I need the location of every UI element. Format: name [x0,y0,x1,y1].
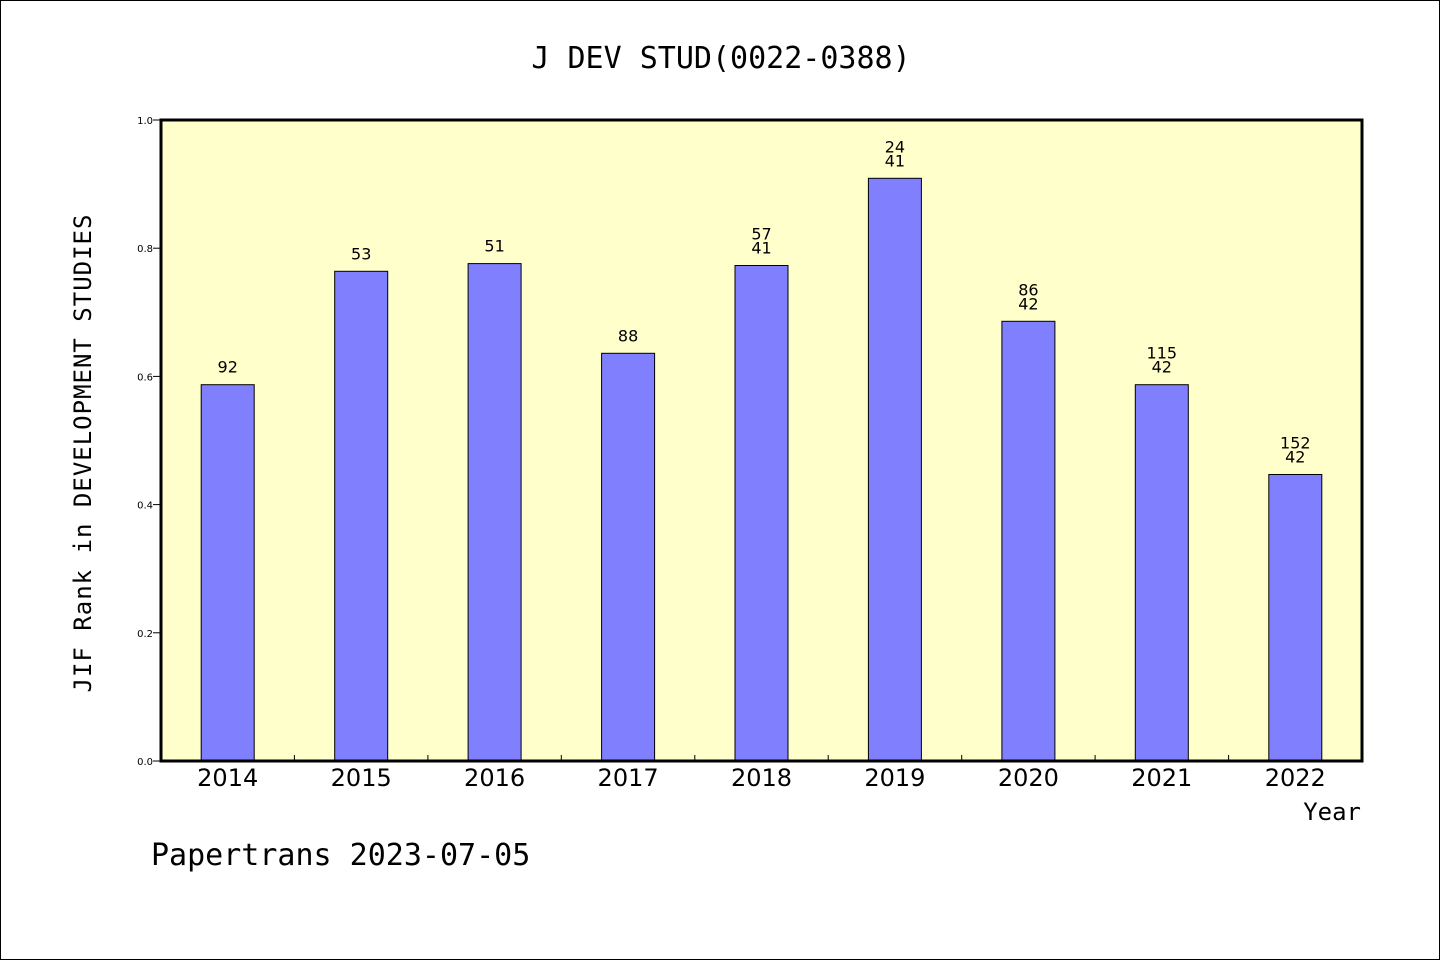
x-tick-label-2022: 2022 [1265,764,1326,792]
data-label-2016-1: 51 [484,237,504,256]
data-label-2018-1: 57 [751,225,771,244]
data-label-2022-1: 152 [1280,434,1311,453]
bar-2017 [601,352,656,762]
x-tick-label-2015: 2015 [331,764,392,792]
data-label-2019-2: 41 [885,151,905,170]
bar-2015 [334,270,389,762]
bar-2021 [1134,384,1189,762]
plot-border [159,118,1364,763]
y-tick-label-0.4: 0.4 [137,501,153,512]
bar-2022 [1268,474,1323,762]
data-label-2019-1: 24 [885,137,905,156]
x-tick-label-2017: 2017 [598,764,659,792]
data-label-2020-2: 42 [1018,294,1038,313]
x-tick-label-2021: 2021 [1131,764,1192,792]
bar-2014 [200,384,255,762]
y-tick-label-0.0: 0.0 [137,757,153,768]
y-tick-label-0.6: 0.6 [137,372,153,383]
x-tick-label-2018: 2018 [731,764,792,792]
x-tick-label-2014: 2014 [197,764,258,792]
bar-2016 [467,263,522,762]
data-label-2021-1: 115 [1147,344,1178,363]
data-label-2022-2: 42 [1285,448,1305,467]
bars-group [200,177,1323,762]
data-label-2014-1: 92 [218,358,238,377]
x-axis-label: Year [1303,798,1361,826]
bar-2019 [867,177,922,762]
chart-title: J DEV STUD(0022-0388) [531,41,910,76]
y-axis: 0.0 0.2 0.4 0.6 0.8 1.0 [137,116,161,768]
x-tick-label-2019: 2019 [864,764,925,792]
data-label-2020-1: 86 [1018,280,1038,299]
x-axis: 2014 2015 2016 2017 2018 2019 2020 2021 2022 [197,755,1326,792]
data-label-2015-1: 53 [351,244,371,263]
data-label-2021-2: 42 [1152,358,1172,377]
x-tick-label-2016: 2016 [464,764,525,792]
bar-2020 [1001,320,1056,762]
bar-2018 [734,265,789,762]
y-tick-label-1.0: 1.0 [137,116,153,127]
footer-text: Papertrans 2023-07-05 [151,838,530,873]
x-tick-label-2020: 2020 [998,764,1059,792]
y-axis-label: JIF Rank in DEVELOPMENT STUDIES [69,214,97,693]
y-tick-label-0.2: 0.2 [137,629,153,640]
data-label-2017-1: 88 [618,326,638,345]
data-label-2018-2: 41 [751,239,771,258]
y-tick-label-0.8: 0.8 [137,244,153,255]
